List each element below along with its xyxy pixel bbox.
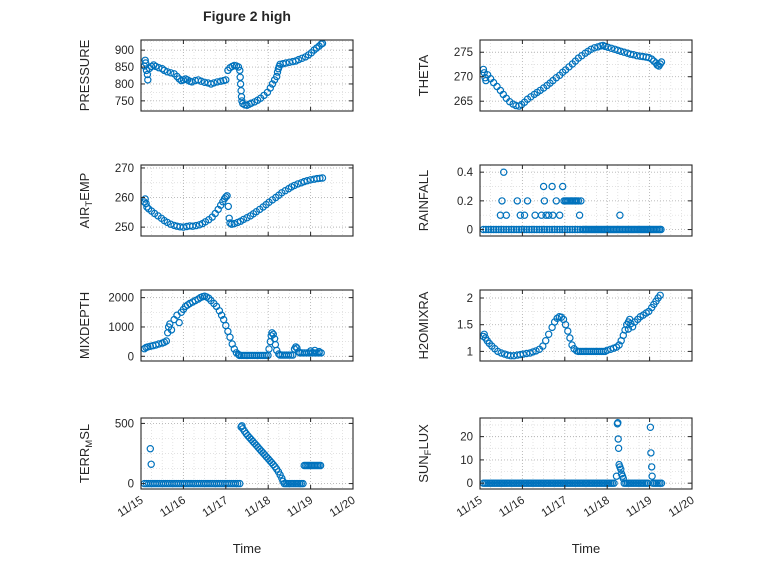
axes-background [480, 418, 692, 489]
subplot-sun-flux: 0 10 20 SUNFLUX 11/15 11/16 11/17 11/18 11/19 11/… [416, 417, 697, 556]
subplot-air-temp: 250 260 270 AIRTEMP [77, 163, 354, 237]
subplot-pressure: 750 800 850 900 PRESSURE [77, 39, 354, 112]
y-tick-label: 2 [467, 293, 473, 305]
scatter-series-mixdepth [140, 292, 325, 360]
x-tick-label: 11/15 [455, 494, 485, 519]
y-tick-label: 1.5 [457, 320, 473, 332]
y-tick-label: 265 [454, 96, 473, 108]
x-tick-label: 11/18 [243, 494, 273, 519]
x-tick-label: 11/17 [539, 494, 569, 519]
y-tick-label: 270 [115, 163, 134, 175]
axes-box [479, 417, 693, 490]
axes-box [140, 39, 354, 112]
y-tick-label: 0 [128, 351, 134, 363]
x-tick-label: 11/18 [582, 494, 612, 519]
y-axis-label-theta: THETA [416, 54, 431, 96]
x-tick-label: 11/17 [200, 494, 230, 519]
axes-box [140, 164, 354, 237]
y-axis-label-pressure: PRESSURE [77, 39, 92, 111]
x-tick-label: 11/20 [667, 494, 697, 519]
axes-box [140, 417, 354, 490]
y-tick-label: 0 [467, 478, 473, 490]
x-tick-label: 11/16 [158, 494, 188, 519]
y-tick-label: 0.2 [457, 196, 473, 208]
y-tick-label: 1000 [108, 322, 134, 334]
y-tick-label: 0 [467, 225, 473, 237]
x-axis-label: Time [572, 541, 600, 556]
scatter-series-sun-flux [479, 419, 666, 487]
x-tick-label: 11/16 [497, 494, 527, 519]
x-tick-label: 11/19 [285, 494, 315, 519]
y-tick-label: 800 [115, 79, 134, 91]
scatter-series-air-temp [140, 174, 327, 231]
y-tick-label: 0.4 [457, 167, 474, 179]
axes-box [140, 289, 354, 362]
y-tick-label: 0 [128, 479, 134, 491]
subplot-theta: 265 270 275 THETA [416, 39, 693, 112]
y-axis-label-terr-msl: TERRMSL [77, 424, 95, 483]
axes-box [479, 39, 693, 112]
y-tick-label: 500 [115, 418, 134, 430]
subplot-mixdepth: 0 1000 2000 MIXDEPTH [77, 289, 354, 363]
y-tick-label: 275 [454, 47, 473, 59]
scatter-series-rainfall [479, 168, 665, 234]
y-axis-label-air-temp: AIRTEMP [77, 173, 95, 229]
subplot-h2omixra: 1 1.5 2 H2OMIXRA [416, 289, 693, 362]
y-tick-label: 850 [115, 62, 134, 74]
y-axis-label-sun-flux: SUNFLUX [416, 424, 434, 483]
y-tick-label: 10 [460, 455, 473, 467]
y-axis-label-rainfall: RAINFALL [416, 170, 431, 231]
y-tick-label: 750 [115, 96, 134, 108]
y-tick-label: 2000 [108, 293, 134, 305]
figure-title: Figure 2 high [203, 8, 291, 24]
y-tick-label: 20 [460, 432, 473, 444]
y-tick-label: 260 [115, 193, 134, 205]
scatter-series-h2omixra [479, 291, 664, 360]
y-axis-label-mixdepth: MIXDEPTH [77, 292, 92, 359]
subplot-rainfall: 0 0.2 0.4 RAINFALL [416, 164, 693, 237]
y-tick-label: 250 [115, 222, 134, 234]
y-axis-label-h2omixra: H2OMIXRA [416, 291, 431, 359]
x-tick-label: 11/15 [116, 494, 146, 519]
scatter-series-pressure [140, 39, 327, 110]
x-tick-label: 11/20 [328, 494, 358, 519]
scatter-series-terr-msl [140, 422, 325, 488]
y-tick-label: 1 [467, 346, 473, 358]
y-tick-label: 270 [454, 72, 473, 84]
subplot-terr-msl: 0 500 TERRMSL 11/15 11/16 11/17 11/18 11/19 11/2… [77, 417, 358, 556]
axes-box [479, 164, 693, 237]
x-axis-label: Time [233, 541, 261, 556]
axes-box [479, 289, 693, 362]
y-tick-label: 900 [115, 45, 134, 57]
x-tick-label: 11/19 [624, 494, 654, 519]
